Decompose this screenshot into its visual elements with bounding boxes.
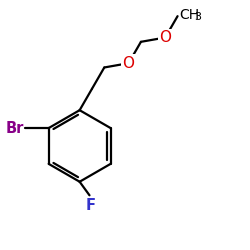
Text: Br: Br xyxy=(6,120,24,136)
Text: O: O xyxy=(159,30,171,45)
Text: F: F xyxy=(85,198,95,213)
Text: 3: 3 xyxy=(194,12,201,22)
Text: O: O xyxy=(122,56,134,71)
Text: CH: CH xyxy=(180,8,200,22)
